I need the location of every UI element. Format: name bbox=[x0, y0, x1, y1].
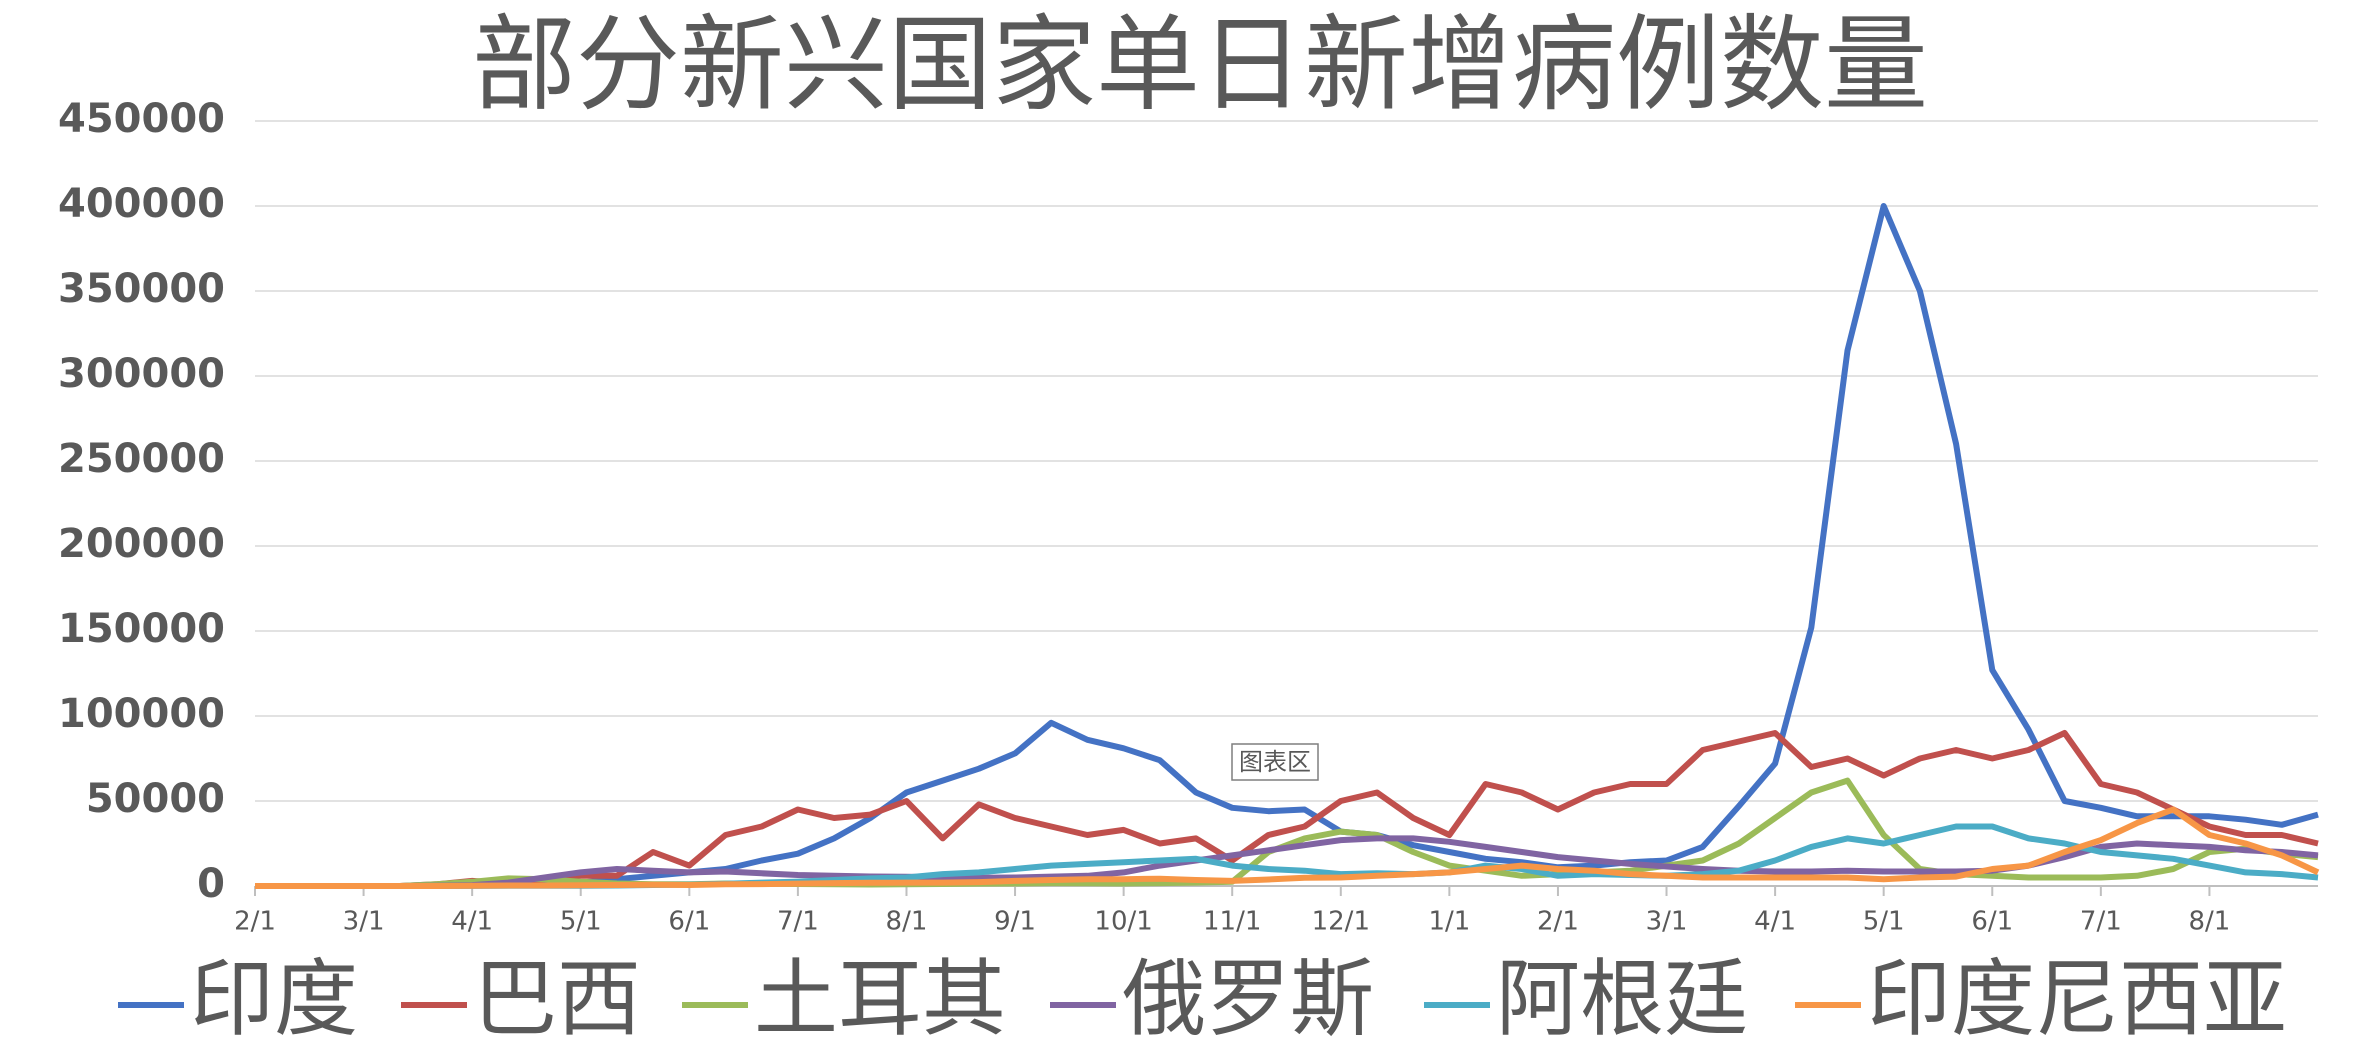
series-line bbox=[255, 806, 2320, 889]
x-tick-label: 11/1 bbox=[1203, 907, 1261, 937]
y-tick-label: 0 bbox=[197, 861, 225, 907]
legend-label: 印度 bbox=[190, 950, 358, 1048]
x-tick-label: 5/1 bbox=[1863, 907, 1905, 937]
y-tick-label: 450000 bbox=[58, 96, 225, 142]
x-tick-label: 4/1 bbox=[451, 907, 493, 937]
legend-label: 印度尼西亚 bbox=[1867, 950, 2287, 1048]
x-tick-label: 6/1 bbox=[668, 907, 710, 937]
legend-label: 阿根廷 bbox=[1496, 950, 1748, 1048]
x-tick-label: 5/1 bbox=[560, 907, 602, 937]
x-tick-label: 3/1 bbox=[1646, 907, 1688, 937]
legend-item: 阿根廷 bbox=[1424, 950, 1748, 1048]
chart-title: 部分新兴国家单日新增病例数量 bbox=[472, 3, 1928, 125]
y-tick-label: 200000 bbox=[58, 521, 225, 567]
y-tick-label: 150000 bbox=[58, 606, 225, 652]
legend-item: 巴西 bbox=[401, 950, 641, 1048]
legend-label: 土耳其 bbox=[754, 950, 1006, 1048]
y-tick-label: 300000 bbox=[58, 351, 225, 397]
legend-item: 印度 bbox=[118, 950, 358, 1048]
x-tick-label: 8/1 bbox=[886, 907, 928, 937]
x-tick-label: 6/1 bbox=[1971, 907, 2013, 937]
legend-item: 印度尼西亚 bbox=[1795, 950, 2287, 1048]
x-tick-label: 7/1 bbox=[777, 907, 819, 937]
x-tick-label: 9/1 bbox=[994, 907, 1036, 937]
y-tick-label: 250000 bbox=[58, 436, 225, 482]
x-tick-label: 8/1 bbox=[2188, 907, 2230, 937]
y-tick-label: 100000 bbox=[58, 691, 225, 737]
y-tick-label: 50000 bbox=[86, 776, 225, 822]
legend-item: 土耳其 bbox=[682, 950, 1006, 1048]
x-tick-label: 3/1 bbox=[343, 907, 385, 937]
y-tick-label: 400000 bbox=[58, 181, 225, 227]
x-tick-label: 10/1 bbox=[1094, 907, 1152, 937]
x-tick-label: 4/1 bbox=[1754, 907, 1796, 937]
x-tick-label: 2/1 bbox=[234, 907, 276, 937]
legend-label: 俄罗斯 bbox=[1122, 950, 1374, 1048]
x-tick-label: 1/1 bbox=[1428, 907, 1470, 937]
tooltip: 图表区 bbox=[1231, 743, 1319, 781]
tooltip-text: 图表区 bbox=[1239, 748, 1311, 776]
y-tick-label: 350000 bbox=[58, 266, 225, 312]
x-tick-label: 12/1 bbox=[1312, 907, 1370, 937]
legend-label: 巴西 bbox=[473, 950, 641, 1048]
tooltip-box bbox=[1231, 743, 1319, 781]
x-tick-label: 7/1 bbox=[2080, 907, 2122, 937]
x-tick-label: 2/1 bbox=[1537, 907, 1579, 937]
series-line bbox=[255, 730, 2319, 889]
legend-item: 俄罗斯 bbox=[1050, 950, 1374, 1048]
